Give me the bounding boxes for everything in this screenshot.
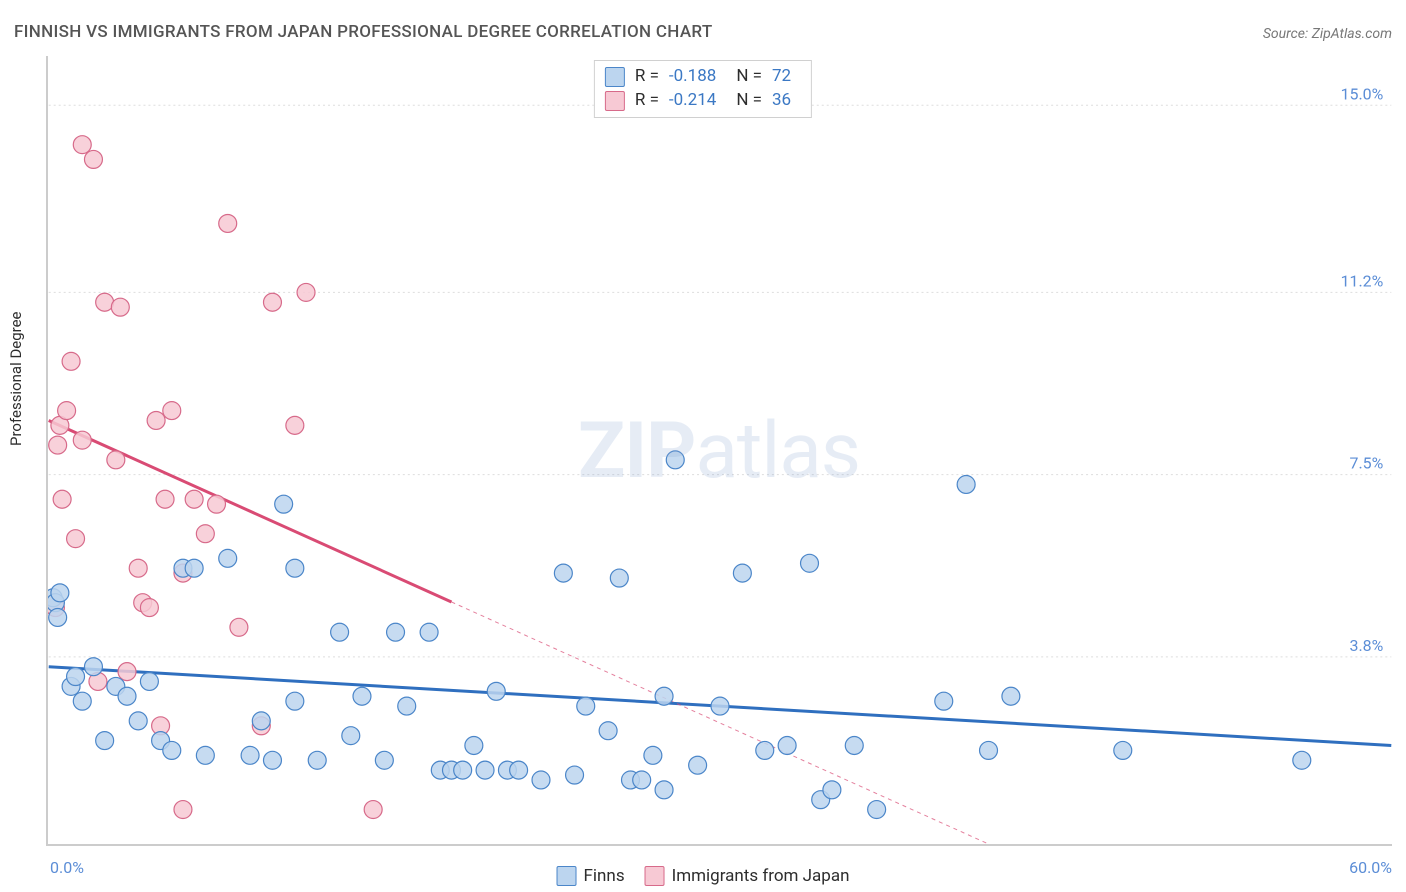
plot-svg: 3.8% 7.5% 11.2% 15.0% xyxy=(48,56,1392,844)
chart-container: FINNISH VS IMMIGRANTS FROM JAPAN PROFESS… xyxy=(0,0,1406,892)
n-label: N = xyxy=(736,89,762,113)
x-axis-max-label: 60.0% xyxy=(1349,858,1392,877)
r-label: R = xyxy=(635,65,659,89)
stats-row-japan: R = -0.214 N = 36 xyxy=(605,89,801,113)
legend-item-finns: Finns xyxy=(557,866,625,886)
bottom-legend: Finns Immigrants from Japan xyxy=(557,866,850,886)
n-value-japan: 36 xyxy=(772,89,791,113)
source-attribution: Source: ZipAtlas.com xyxy=(1263,26,1392,42)
svg-text:15.0%: 15.0% xyxy=(1341,84,1384,103)
legend-label-japan: Immigrants from Japan xyxy=(672,866,850,886)
swatch-finns xyxy=(605,67,625,87)
svg-text:7.5%: 7.5% xyxy=(1350,454,1384,473)
r-value-finns: -0.188 xyxy=(669,65,716,89)
plot-area: 3.8%7.5%11.2%15.0% ZIPatlas xyxy=(46,56,1392,846)
r-label: R = xyxy=(635,89,659,113)
legend-item-japan: Immigrants from Japan xyxy=(645,866,850,886)
svg-text:11.2%: 11.2% xyxy=(1341,271,1384,290)
swatch-finns xyxy=(557,866,577,886)
swatch-japan xyxy=(605,91,625,111)
stats-legend: R = -0.188 N = 72 R = -0.214 N = 36 xyxy=(594,60,812,118)
svg-text:3.8%: 3.8% xyxy=(1350,636,1384,655)
swatch-japan xyxy=(645,866,665,886)
legend-label-finns: Finns xyxy=(584,866,625,886)
n-value-finns: 72 xyxy=(772,65,791,89)
chart-title: FINNISH VS IMMIGRANTS FROM JAPAN PROFESS… xyxy=(14,22,712,42)
stats-row-finns: R = -0.188 N = 72 xyxy=(605,65,801,89)
x-axis-min-label: 0.0% xyxy=(50,858,84,877)
y-axis-title: Professional Degree xyxy=(7,311,25,446)
n-label: N = xyxy=(736,65,762,89)
r-value-japan: -0.214 xyxy=(669,89,716,113)
